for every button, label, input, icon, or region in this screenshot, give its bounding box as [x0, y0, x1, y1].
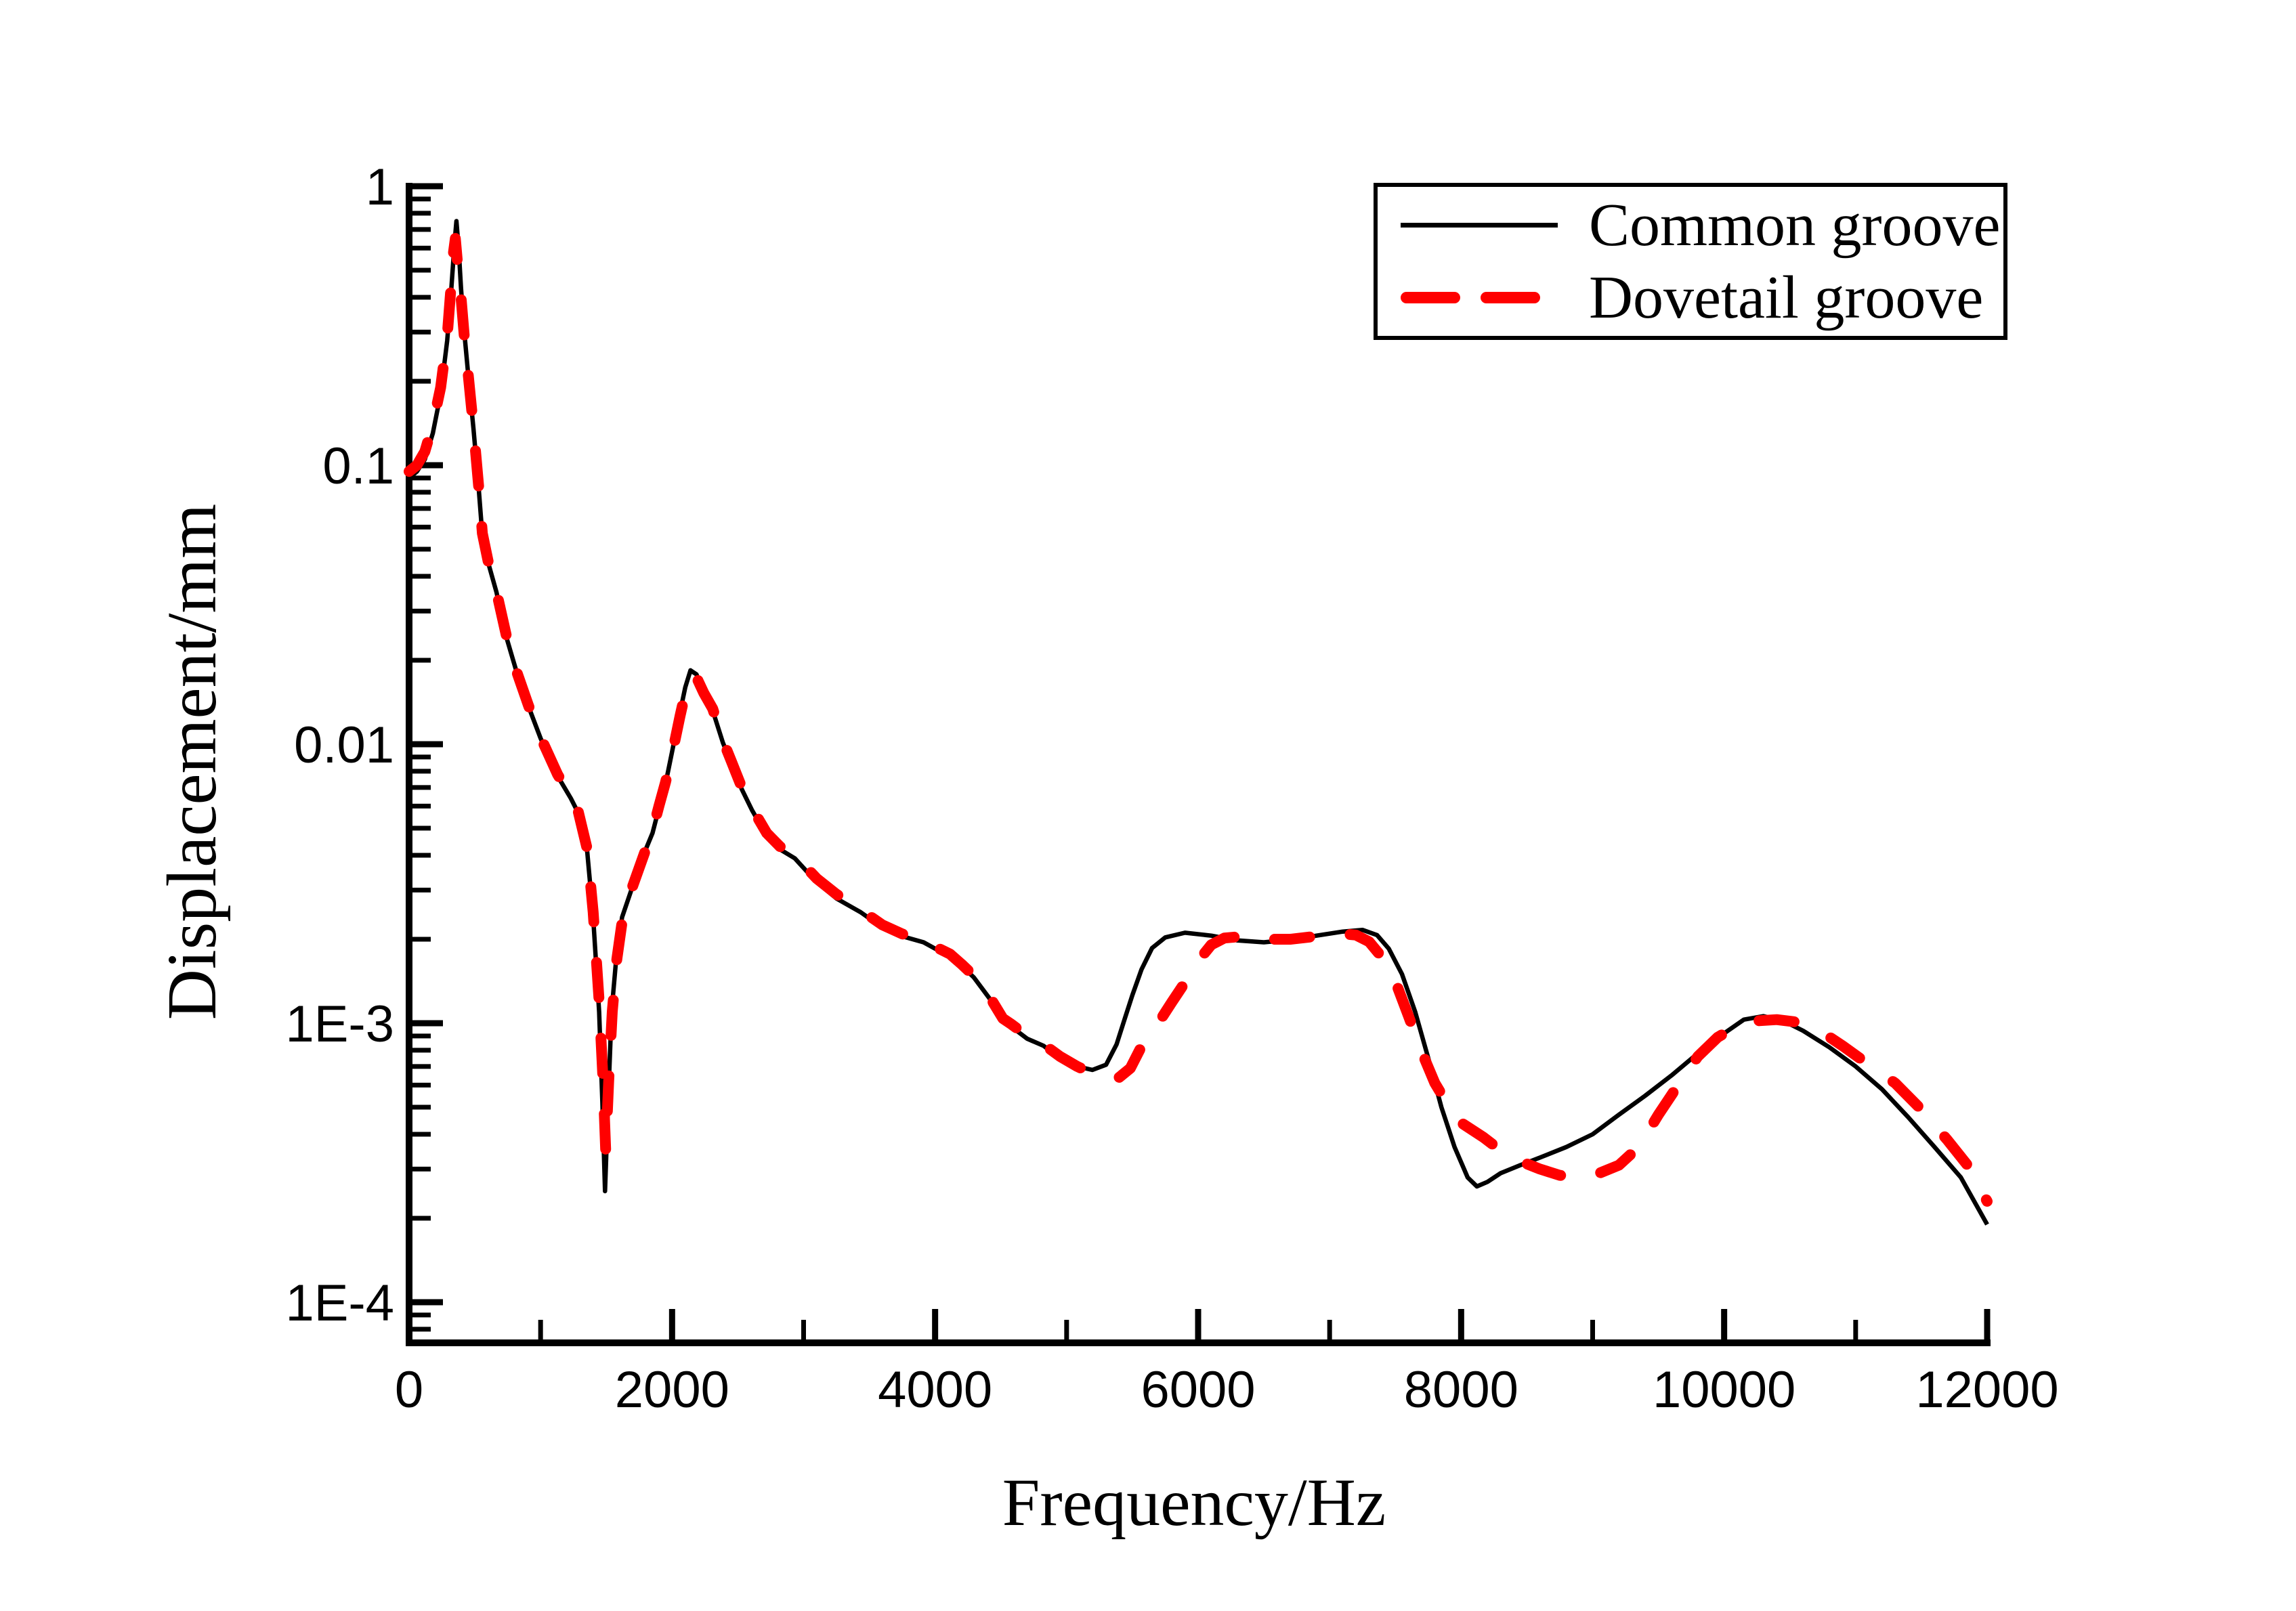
legend: Common groove Dovetail groove: [1374, 183, 2007, 340]
axes-layer: [406, 183, 1991, 1346]
y-axis-title: Displacement/mm: [153, 504, 231, 1020]
legend-row-common-groove: Common groove: [1401, 190, 2003, 260]
legend-sample-dashed: [1401, 292, 1571, 304]
x-tick-label: 12000: [1915, 1361, 2058, 1419]
y-tick-label: 1: [366, 158, 394, 216]
x-axis-title: Frequency/Hz: [1002, 1465, 1386, 1540]
x-tick-label: 10000: [1653, 1361, 1795, 1419]
y-tick-label: 1E-4: [285, 1274, 394, 1332]
series-dovetail-groove: [404, 233, 1993, 1207]
y-tick-label: 0.1: [322, 437, 394, 495]
legend-sample-solid: [1401, 222, 1571, 228]
y-tick-label: 0.01: [294, 716, 394, 774]
x-tick-label: 4000: [878, 1361, 992, 1419]
series-common-groove: [407, 219, 1989, 1226]
legend-row-dovetail-groove: Dovetail groove: [1401, 263, 2003, 332]
x-tick-label: 8000: [1404, 1361, 1518, 1419]
legend-label-common-groove: Common groove: [1589, 191, 2001, 259]
x-tick-label: 0: [395, 1361, 423, 1419]
legend-solid-line-swatch: [1401, 222, 1558, 228]
legend-label-dovetail-groove: Dovetail groove: [1589, 264, 1984, 332]
legend-dash-swatch-2: [1481, 292, 1540, 304]
y-tick-label: 1E-3: [285, 995, 394, 1053]
x-tick-label: 6000: [1141, 1361, 1255, 1419]
legend-dash-swatch-1: [1401, 292, 1460, 304]
x-tick-label: 2000: [615, 1361, 729, 1419]
series-layer: [404, 219, 1993, 1226]
labels-layer: 1 0.1 0.01 1E-3 1E-40 2000 4000 6000 8000 10000 12…: [285, 158, 2058, 1419]
